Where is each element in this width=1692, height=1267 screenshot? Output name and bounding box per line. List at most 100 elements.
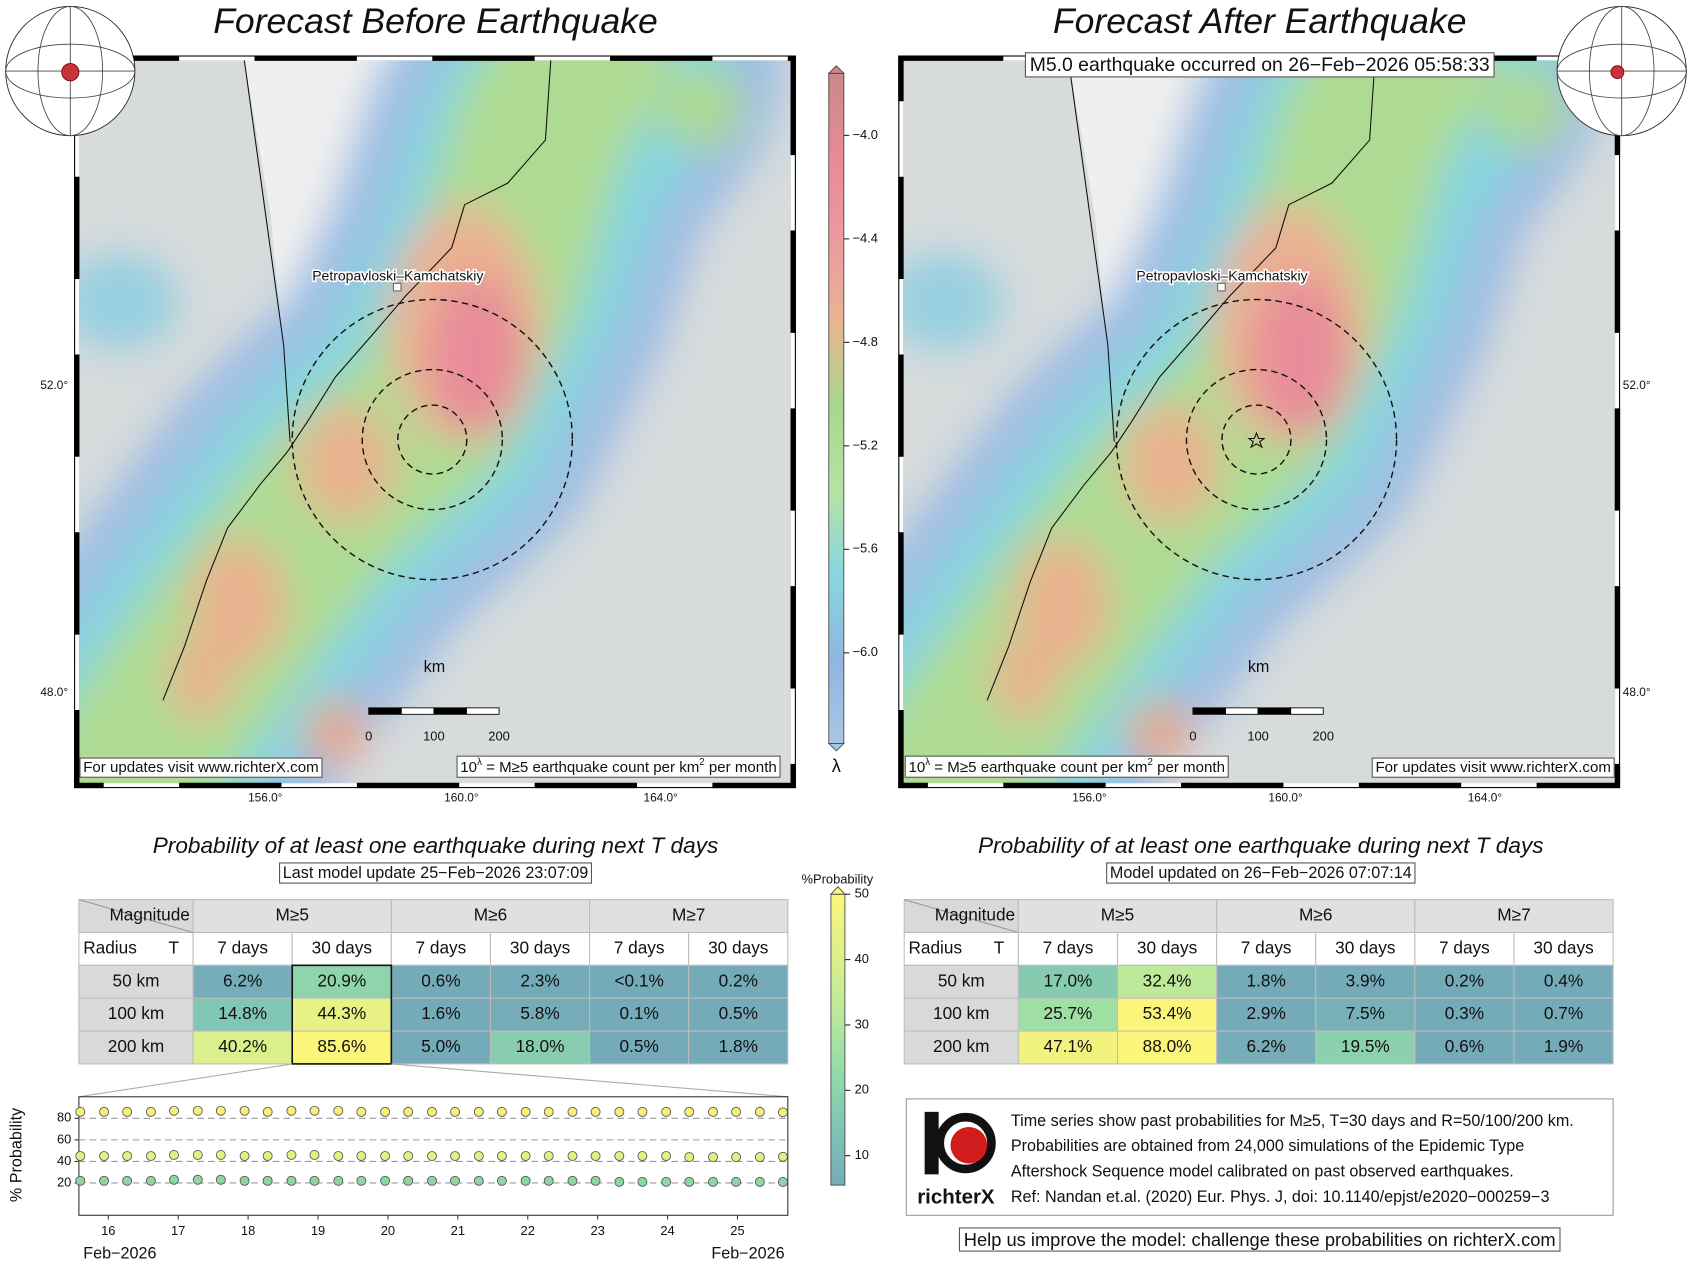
probability-label: 0.3% (1445, 1003, 1484, 1023)
probability-point (567, 1175, 578, 1186)
probability-cell (688, 1030, 789, 1065)
scale-tick: 200 (1313, 728, 1335, 743)
probability-label: 18.0% (516, 1036, 565, 1056)
scale-segment (433, 707, 467, 715)
colorbar-tick-label: −5.6 (852, 541, 877, 556)
x-tick-label: 23 (590, 1223, 604, 1238)
probability-point (427, 1106, 437, 1117)
probability-point (99, 1151, 110, 1161)
epicenter-star (1247, 431, 1266, 449)
highlight-cell (291, 964, 393, 1065)
probability-point (473, 1151, 484, 1161)
probability-point (731, 1152, 742, 1163)
table-cell (589, 931, 690, 966)
scale-segment (400, 707, 435, 715)
table-cell (903, 964, 1019, 999)
probability-label: 44.3% (317, 1003, 366, 1023)
probability-cell (1315, 964, 1416, 999)
probability-point (145, 1175, 156, 1186)
scale-unit: km (424, 658, 446, 676)
x-tick-label: 21 (451, 1223, 465, 1238)
probability-point (403, 1151, 414, 1161)
x-tick-label: 19 (311, 1223, 325, 1238)
probability-point (403, 1106, 414, 1117)
unit-note-box (456, 755, 781, 778)
probability-point (239, 1175, 250, 1186)
zoom-line (78, 1063, 293, 1098)
table-cell (903, 931, 1019, 966)
probability-label: 47.1% (1044, 1036, 1093, 1056)
table-cell (903, 997, 1019, 1032)
globe-right (1556, 6, 1687, 137)
probability-cell (1216, 1030, 1317, 1065)
unit-note-part: per month (1153, 759, 1225, 776)
probability-point (496, 1106, 507, 1117)
probability-point (590, 1175, 601, 1186)
probability-point (309, 1149, 320, 1160)
probability-point (708, 1176, 718, 1187)
unit-note-part: = M≥5 earthquake count per km (482, 759, 699, 776)
probability-cell (1513, 997, 1614, 1032)
x-tick-label: 17 (171, 1223, 185, 1238)
table-subtitle-box (279, 862, 593, 884)
period-header: 30 days (708, 937, 768, 957)
map-left-background (61, 54, 796, 797)
distance-ring (397, 404, 468, 475)
probability-point (169, 1149, 179, 1160)
probability-point (427, 1151, 437, 1161)
probability-point (169, 1105, 179, 1116)
probability-cell (1216, 997, 1317, 1032)
probability-point (450, 1175, 460, 1186)
corner-label: Magnitude (935, 905, 1015, 925)
colorbar-tick-label: 20 (855, 1082, 869, 1097)
probability-point (333, 1105, 344, 1116)
probability-point (309, 1175, 320, 1186)
logo (924, 1111, 996, 1175)
colorbar-tick-label: −4.4 (852, 230, 877, 245)
distance-ring (1221, 404, 1292, 475)
probability-cell (1315, 1030, 1416, 1065)
probability-cell (291, 964, 392, 999)
scale-unit: km (1248, 658, 1270, 676)
lon-label: 164.0° (644, 790, 679, 804)
table-title: Probability of at least one earthquake d… (153, 833, 719, 858)
y-tick-label: 40 (57, 1153, 71, 1168)
probability-point (145, 1151, 156, 1161)
x-tick-label: 24 (660, 1223, 674, 1238)
map-right-background (885, 54, 1620, 797)
unit-note-part: 10 (908, 759, 925, 776)
period-header: 30 days (1137, 937, 1197, 957)
scale-segment (1290, 707, 1324, 715)
scale-segment (466, 707, 500, 715)
probability-point (333, 1151, 344, 1161)
probability-cell (1017, 964, 1119, 999)
probability-point (473, 1175, 484, 1186)
y-tick-label: 20 (57, 1174, 71, 1189)
magnitude-header: M≥5 (276, 905, 309, 925)
table-cell (192, 899, 392, 934)
probability-point (262, 1175, 273, 1186)
probability-point (450, 1106, 460, 1117)
colorbar-tick-label: 30 (855, 1016, 869, 1031)
zoom-line (391, 1063, 788, 1098)
info-line: Time series show past probabilities for … (1011, 1112, 1574, 1130)
probability-point (708, 1106, 718, 1117)
updates-note-box (79, 757, 323, 778)
globe-left (5, 6, 136, 137)
probability-point (380, 1175, 391, 1186)
probability-point (637, 1106, 648, 1117)
y-tick-label: 80 (57, 1110, 71, 1125)
probability-label: 0.2% (1445, 970, 1484, 990)
radius-label: 200 km (108, 1036, 164, 1056)
probability-point (192, 1174, 203, 1185)
unit-note-part: per month (705, 759, 777, 776)
probability-point (192, 1149, 203, 1160)
event-note-box (1024, 52, 1495, 78)
probability-cell (489, 964, 591, 999)
probability-point (543, 1175, 554, 1186)
probability-cell (489, 1030, 591, 1065)
table-cell (1414, 931, 1515, 966)
info-box (905, 1098, 1614, 1216)
scale-tick: 200 (488, 728, 510, 743)
